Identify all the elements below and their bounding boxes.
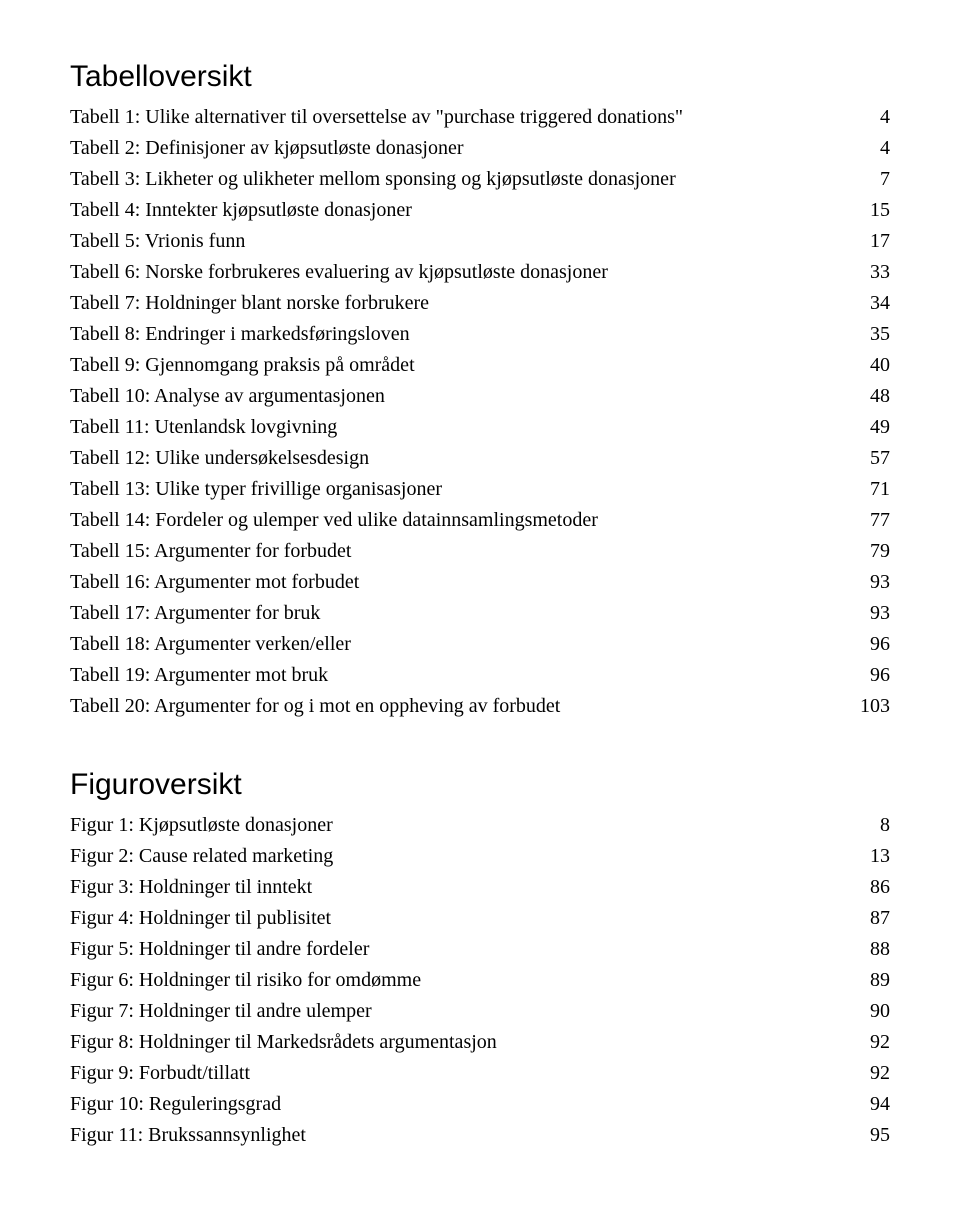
toc-page: 34: [858, 288, 890, 319]
toc-label: Tabell 14: Fordeler og ulemper ved ulike…: [70, 505, 598, 536]
toc-page: 71: [858, 474, 890, 505]
toc-label: Tabell 12: Ulike undersøkelsesdesign: [70, 443, 369, 474]
toc-label: Figur 5: Holdninger til andre fordeler: [70, 934, 369, 965]
toc-row: Tabell 2: Definisjoner av kjøpsutløste d…: [70, 133, 890, 164]
toc-label: Tabell 6: Norske forbrukeres evaluering …: [70, 257, 608, 288]
toc-label: Tabell 18: Argumenter verken/eller: [70, 629, 351, 660]
toc-page: 49: [858, 412, 890, 443]
toc-row: Figur 10: Reguleringsgrad 94: [70, 1089, 890, 1120]
toc-row: Figur 3: Holdninger til inntekt 86: [70, 872, 890, 903]
toc-label: Tabell 11: Utenlandsk lovgivning: [70, 412, 337, 443]
toc-row: Tabell 8: Endringer i markedsføringslove…: [70, 319, 890, 350]
toc-row: Tabell 5: Vrionis funn 17: [70, 226, 890, 257]
toc-row: Figur 2: Cause related marketing 13: [70, 841, 890, 872]
toc-label: Tabell 1: Ulike alternativer til overset…: [70, 102, 683, 133]
toc-row: Tabell 18: Argumenter verken/eller 96: [70, 629, 890, 660]
toc-page: 96: [858, 629, 890, 660]
toc-label: Figur 7: Holdninger til andre ulemper: [70, 996, 372, 1027]
toc-row: Tabell 14: Fordeler og ulemper ved ulike…: [70, 505, 890, 536]
toc-page: 103: [858, 691, 890, 722]
tables-toc-list: Tabell 1: Ulike alternativer til overset…: [70, 102, 890, 722]
toc-label: Tabell 19: Argumenter mot bruk: [70, 660, 328, 691]
toc-label: Tabell 8: Endringer i markedsføringslove…: [70, 319, 410, 350]
toc-label: Figur 2: Cause related marketing: [70, 841, 333, 872]
toc-label: Figur 1: Kjøpsutløste donasjoner: [70, 810, 333, 841]
toc-label: Tabell 5: Vrionis funn: [70, 226, 245, 257]
toc-page: 86: [858, 872, 890, 903]
toc-label: Figur 11: Brukssannsynlighet: [70, 1120, 306, 1151]
toc-row: Tabell 3: Likheter og ulikheter mellom s…: [70, 164, 890, 195]
toc-row: Tabell 9: Gjennomgang praksis på området…: [70, 350, 890, 381]
toc-row: Figur 5: Holdninger til andre fordeler 8…: [70, 934, 890, 965]
toc-label: Tabell 10: Analyse av argumentasjonen: [70, 381, 385, 412]
toc-label: Tabell 16: Argumenter mot forbudet: [70, 567, 359, 598]
toc-page: 96: [858, 660, 890, 691]
toc-label: Tabell 2: Definisjoner av kjøpsutløste d…: [70, 133, 464, 164]
toc-page: 4: [858, 133, 890, 164]
toc-label: Figur 9: Forbudt/tillatt: [70, 1058, 250, 1089]
toc-label: Tabell 17: Argumenter for bruk: [70, 598, 320, 629]
toc-row: Figur 8: Holdninger til Markedsrådets ar…: [70, 1027, 890, 1058]
toc-page: 95: [858, 1120, 890, 1151]
toc-page: 35: [858, 319, 890, 350]
toc-row: Tabell 11: Utenlandsk lovgivning 49: [70, 412, 890, 443]
toc-page: 92: [858, 1027, 890, 1058]
toc-page: 93: [858, 598, 890, 629]
toc-page: 92: [858, 1058, 890, 1089]
toc-row: Tabell 15: Argumenter for forbudet 79: [70, 536, 890, 567]
toc-row: Tabell 10: Analyse av argumentasjonen 48: [70, 381, 890, 412]
toc-page: 77: [858, 505, 890, 536]
toc-row: Figur 1: Kjøpsutløste donasjoner 8: [70, 810, 890, 841]
toc-label: Figur 6: Holdninger til risiko for omdøm…: [70, 965, 421, 996]
figures-heading: Figuroversikt: [70, 768, 890, 802]
toc-page: 8: [858, 810, 890, 841]
toc-page: 93: [858, 567, 890, 598]
toc-row: Figur 11: Brukssannsynlighet 95: [70, 1120, 890, 1151]
toc-page: 15: [858, 195, 890, 226]
toc-label: Tabell 9: Gjennomgang praksis på området: [70, 350, 415, 381]
toc-page: 13: [858, 841, 890, 872]
toc-label: Figur 8: Holdninger til Markedsrådets ar…: [70, 1027, 497, 1058]
toc-page: 88: [858, 934, 890, 965]
toc-page: 87: [858, 903, 890, 934]
toc-row: Tabell 6: Norske forbrukeres evaluering …: [70, 257, 890, 288]
toc-page: 89: [858, 965, 890, 996]
toc-label: Tabell 20: Argumenter for og i mot en op…: [70, 691, 560, 722]
toc-row: Figur 6: Holdninger til risiko for omdøm…: [70, 965, 890, 996]
toc-label: Tabell 3: Likheter og ulikheter mellom s…: [70, 164, 676, 195]
toc-page: 40: [858, 350, 890, 381]
toc-page: 48: [858, 381, 890, 412]
toc-page: 33: [858, 257, 890, 288]
toc-page: 57: [858, 443, 890, 474]
toc-page: 4: [858, 102, 890, 133]
toc-row: Tabell 20: Argumenter for og i mot en op…: [70, 691, 890, 722]
toc-label: Tabell 15: Argumenter for forbudet: [70, 536, 351, 567]
toc-page: 7: [858, 164, 890, 195]
toc-row: Tabell 1: Ulike alternativer til overset…: [70, 102, 890, 133]
toc-label: Tabell 13: Ulike typer frivillige organi…: [70, 474, 442, 505]
toc-row: Tabell 17: Argumenter for bruk 93: [70, 598, 890, 629]
toc-row: Figur 7: Holdninger til andre ulemper 90: [70, 996, 890, 1027]
toc-label: Figur 4: Holdninger til publisitet: [70, 903, 331, 934]
toc-label: Figur 3: Holdninger til inntekt: [70, 872, 312, 903]
toc-page: 17: [858, 226, 890, 257]
toc-row: Tabell 13: Ulike typer frivillige organi…: [70, 474, 890, 505]
toc-label: Tabell 4: Inntekter kjøpsutløste donasjo…: [70, 195, 412, 226]
toc-row: Tabell 16: Argumenter mot forbudet 93: [70, 567, 890, 598]
toc-page: 90: [858, 996, 890, 1027]
toc-row: Tabell 4: Inntekter kjøpsutløste donasjo…: [70, 195, 890, 226]
toc-row: Figur 9: Forbudt/tillatt 92: [70, 1058, 890, 1089]
toc-row: Tabell 12: Ulike undersøkelsesdesign 57: [70, 443, 890, 474]
toc-page: 79: [858, 536, 890, 567]
toc-label: Figur 10: Reguleringsgrad: [70, 1089, 281, 1120]
toc-row: Figur 4: Holdninger til publisitet 87: [70, 903, 890, 934]
toc-row: Tabell 19: Argumenter mot bruk 96: [70, 660, 890, 691]
figures-toc-list: Figur 1: Kjøpsutløste donasjoner 8 Figur…: [70, 810, 890, 1151]
toc-label: Tabell 7: Holdninger blant norske forbru…: [70, 288, 429, 319]
tables-heading: Tabelloversikt: [70, 60, 890, 94]
toc-row: Tabell 7: Holdninger blant norske forbru…: [70, 288, 890, 319]
toc-page: 94: [858, 1089, 890, 1120]
